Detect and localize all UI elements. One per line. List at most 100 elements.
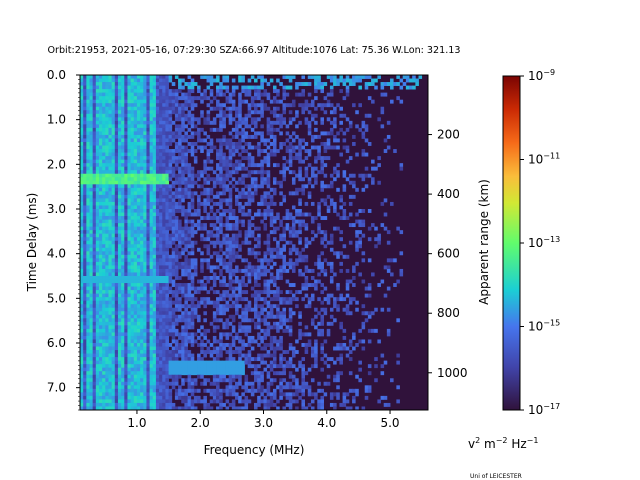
heatmap-cell [114,247,119,252]
heatmap-cell [282,117,287,122]
heatmap-cell [342,297,347,302]
heatmap-cell [83,149,87,153]
heatmap-cell [146,279,150,284]
heatmap-cell [339,261,343,266]
heatmap-cell [143,332,147,337]
heatmap-cell [266,82,271,86]
heatmap-cell [133,293,138,298]
heatmap-cell [92,156,97,161]
heatmap-cell [98,198,103,203]
heatmap-cell [121,201,125,206]
heatmap-cell [174,300,179,305]
heatmap-cell [92,240,97,245]
heatmap-cell [184,357,188,362]
heatmap-cell [187,184,192,189]
heatmap-cell [190,300,195,305]
heatmap-cell [114,152,119,157]
heatmap-cell [111,353,116,358]
heatmap-cell [168,134,173,139]
heatmap-cell [244,283,249,287]
heatmap-cell [367,75,372,79]
heatmap-cell [83,297,87,302]
heatmap-cell [231,240,236,245]
heatmap-cell [117,223,122,228]
heatmap-cell [92,321,97,326]
heatmap-cell [159,339,163,344]
heatmap-cell [95,145,100,150]
heatmap-cell [225,138,230,143]
heatmap-cell [98,265,103,270]
heatmap-cell [111,318,116,323]
heatmap-cell [393,283,397,287]
heatmap-cell [333,209,337,213]
heatmap-cell [231,134,236,139]
heatmap-cell [266,201,271,206]
heatmap-cell [102,314,106,319]
heatmap-cell [314,339,318,344]
heatmap-cell [184,258,188,263]
heatmap-cell [130,286,135,291]
heatmap-cell [320,82,324,86]
heatmap-cell [178,314,182,319]
heatmap-cell [247,152,252,157]
heatmap-cell [209,216,214,220]
heatmap-cell [80,335,84,340]
heatmap-cell [333,78,337,83]
heatmap-cell [80,142,84,146]
heatmap-cell [83,244,87,249]
heatmap-cell [133,163,138,168]
heatmap-cell [133,216,138,220]
heatmap-cell [165,110,169,115]
heatmap-cell [105,145,109,150]
heatmap-cell [89,328,94,333]
heatmap-cell [203,297,207,302]
heatmap-cell [80,170,84,175]
heatmap-cell [108,307,113,312]
heatmap-cell [336,163,340,168]
heatmap-cell [225,159,230,164]
heatmap-cell [326,205,331,210]
heatmap-cell [159,237,163,242]
heatmap-cell [102,191,106,196]
heatmap-cell [124,297,128,302]
heatmap-cell [143,350,147,354]
heatmap-cell [86,212,90,217]
heatmap-cell [238,244,242,249]
heatmap-cell [92,75,97,79]
heatmap-cell [92,173,97,178]
heatmap-cell [187,194,192,199]
heatmap-cell [247,142,252,146]
heatmap-cell [247,328,252,333]
heatmap-cell [257,92,261,97]
heatmap-cell [279,219,283,224]
heatmap-cell [155,339,160,344]
heatmap-cell [371,177,375,182]
heatmap-cell [168,268,173,273]
heatmap-cell [260,346,264,351]
heatmap-cell [247,201,252,206]
heatmap-cell [117,268,122,273]
heatmap-cell [206,191,211,196]
heatmap-cell [216,180,220,185]
heatmap-cell [171,99,176,104]
heatmap-cell [95,131,100,136]
heatmap-cell [352,82,356,86]
heatmap-cell [86,233,90,238]
heatmap-cell [92,332,97,337]
heatmap-cell [257,335,261,340]
heatmap-cell [83,173,87,178]
heatmap-cell [203,311,207,316]
heatmap-cell [352,194,356,199]
heatmap-cell [143,89,147,94]
heatmap-cell [114,226,119,231]
heatmap-cell [171,353,176,358]
heatmap-cell [216,113,220,118]
heatmap-cell [92,230,97,235]
heatmap-cell [193,304,198,309]
heatmap-cell [95,138,100,143]
heatmap-cell [149,201,154,206]
heatmap-cell [263,335,268,340]
heatmap-cell [266,233,271,238]
heatmap-cell [102,286,106,291]
heatmap-cell [238,346,242,351]
